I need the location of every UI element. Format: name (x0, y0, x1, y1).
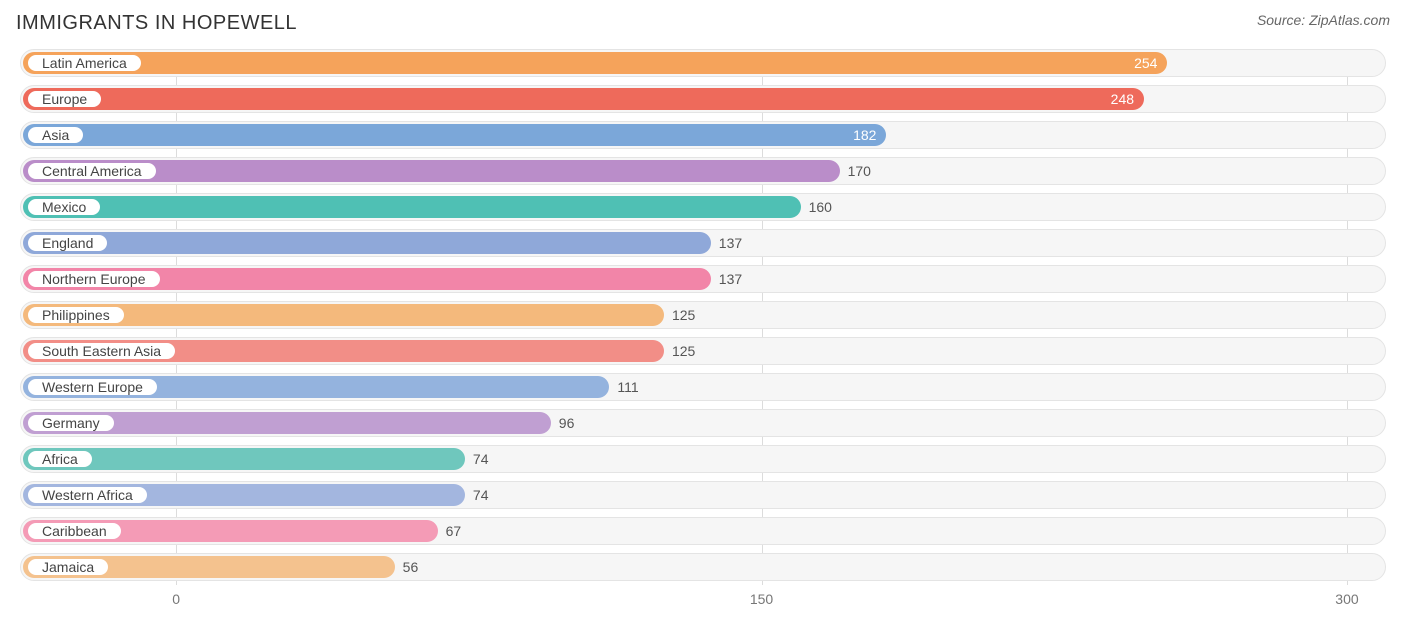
bar-label-pill: Western Africa (26, 485, 149, 505)
bar-value: 67 (446, 517, 462, 545)
bar-value: 137 (719, 229, 742, 257)
bar-row: Africa 74 (20, 445, 1386, 473)
bar-value: 111 (617, 373, 638, 401)
bar-value: 125 (672, 337, 695, 365)
bar-row: Philippines 125 (20, 301, 1386, 329)
bar-fill: 248 (23, 88, 1144, 110)
bar-label-pill: England (26, 233, 109, 253)
bar-value: 170 (848, 157, 871, 185)
bar-value: 160 (809, 193, 832, 221)
bar-value: 248 (1111, 88, 1134, 110)
chart-header: IMMIGRANTS IN HOPEWELL Source: ZipAtlas.… (16, 12, 1390, 35)
bar-value: 254 (1134, 52, 1157, 74)
axis-tick-label: 0 (172, 591, 180, 607)
bar-row: England 137 (20, 229, 1386, 257)
bar-value: 96 (559, 409, 575, 437)
bar-label-pill: Northern Europe (26, 269, 162, 289)
bar-label-pill: Western Europe (26, 377, 159, 397)
bar-label-pill: Caribbean (26, 521, 123, 541)
chart-area: 254 Latin America 248 Europe 182 Asia Central … (20, 49, 1386, 613)
bar-label-pill: Africa (26, 449, 94, 469)
bar-fill (23, 196, 801, 218)
axis-tick-label: 300 (1335, 591, 1358, 607)
bar-row: Central America 170 (20, 157, 1386, 185)
bar-value: 56 (403, 553, 419, 581)
bar-label-pill: South Eastern Asia (26, 341, 177, 361)
bar-row: Western Africa 74 (20, 481, 1386, 509)
bar-row: 248 Europe (20, 85, 1386, 113)
bar-label-pill: Asia (26, 125, 85, 145)
bar-row: Northern Europe 137 (20, 265, 1386, 293)
bar-row: Germany 96 (20, 409, 1386, 437)
bar-value: 74 (473, 481, 489, 509)
bar-value: 182 (853, 124, 876, 146)
bar-row: Western Europe 111 (20, 373, 1386, 401)
bar-label-pill: Philippines (26, 305, 126, 325)
x-axis: 0 150 300 (20, 589, 1386, 613)
bars-container: 254 Latin America 248 Europe 182 Asia Central … (20, 49, 1386, 581)
bar-label-pill: Mexico (26, 197, 102, 217)
bar-row: Caribbean 67 (20, 517, 1386, 545)
bar-fill: 254 (23, 52, 1167, 74)
chart-source: Source: ZipAtlas.com (1257, 12, 1390, 28)
chart-title: IMMIGRANTS IN HOPEWELL (16, 12, 297, 35)
source-name: ZipAtlas.com (1309, 12, 1390, 28)
bar-row: 254 Latin America (20, 49, 1386, 77)
bar-value: 125 (672, 301, 695, 329)
bar-fill (23, 232, 711, 254)
bar-row: Mexico 160 (20, 193, 1386, 221)
source-prefix: Source: (1257, 12, 1309, 28)
bar-fill: 182 (23, 124, 886, 146)
bar-row: Jamaica 56 (20, 553, 1386, 581)
bar-label-pill: Jamaica (26, 557, 110, 577)
bar-value: 137 (719, 265, 742, 293)
bar-label-pill: Europe (26, 89, 103, 109)
bar-row: South Eastern Asia 125 (20, 337, 1386, 365)
axis-tick-label: 150 (750, 591, 773, 607)
bar-value: 74 (473, 445, 489, 473)
bar-label-pill: Central America (26, 161, 158, 181)
bar-label-pill: Latin America (26, 53, 143, 73)
bar-label-pill: Germany (26, 413, 116, 433)
bar-row: 182 Asia (20, 121, 1386, 149)
